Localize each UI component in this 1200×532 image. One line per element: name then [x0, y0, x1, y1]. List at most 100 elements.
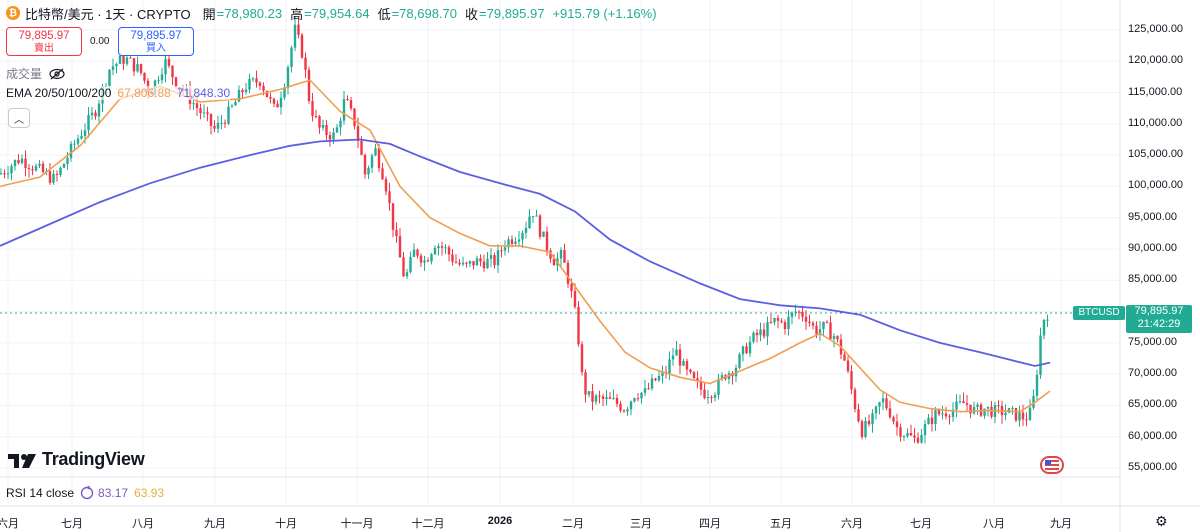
candle-body — [433, 248, 437, 255]
buy-label: 買入 — [146, 43, 166, 54]
candle-body — [220, 122, 223, 124]
candle-body — [73, 143, 76, 145]
volume-indicator[interactable]: 成交量 — [6, 65, 66, 82]
candle-body — [209, 113, 213, 126]
candle-body — [276, 103, 279, 108]
candle-body — [930, 417, 934, 425]
tradingview-logo[interactable]: TradingView — [8, 449, 145, 470]
time-axis-label: 八月 — [132, 518, 154, 530]
ema-value-1: 67,806.88 — [117, 86, 171, 100]
candle-body — [759, 329, 762, 336]
candle-body — [38, 163, 41, 166]
candle-body — [797, 311, 801, 313]
candle-body — [416, 249, 419, 256]
candle-body — [430, 254, 433, 262]
candle-body — [836, 336, 839, 340]
candle-body — [391, 203, 395, 230]
candle-body — [811, 323, 815, 326]
candle-body — [825, 321, 829, 323]
candle-body — [958, 401, 962, 403]
collapse-legend-button[interactable]: ︿ — [8, 108, 30, 128]
time-axis-label: 九月 — [1050, 518, 1072, 530]
symbol-header[interactable]: ₿ 比特幣/美元 · 1天 · CRYPTO 開 =78,980.23 高 =7… — [6, 4, 665, 22]
candle-body — [997, 405, 1000, 407]
sell-price: 79,895.97 — [18, 30, 70, 42]
candle-body — [346, 99, 349, 101]
candle-body — [426, 260, 430, 262]
candle-body — [801, 311, 804, 317]
candle-body — [867, 420, 871, 425]
close-value: =79,895.97 — [479, 5, 545, 21]
high-value: =79,954.64 — [304, 5, 370, 21]
candle-body — [307, 69, 311, 102]
candle-body — [339, 120, 342, 128]
candle-body — [976, 404, 979, 408]
candle-body — [545, 231, 549, 251]
candle-body — [20, 158, 24, 164]
buy-button[interactable]: 79,895.97 買入 — [118, 27, 194, 56]
candle-body — [696, 378, 699, 382]
candle-body — [895, 421, 899, 428]
candle-body — [972, 407, 976, 414]
candle-body — [314, 116, 318, 118]
time-axis-label: 三月 — [630, 518, 652, 530]
us-flag-icon[interactable] — [1040, 456, 1064, 474]
candle-body — [678, 349, 682, 366]
candle-body — [297, 24, 300, 35]
time-axis-label: 十月 — [275, 518, 297, 530]
candle-body — [692, 372, 696, 379]
candle-body — [468, 261, 472, 264]
candle-body — [906, 433, 909, 437]
candle-body — [899, 427, 902, 437]
candle-body — [920, 435, 923, 443]
candle-body — [353, 108, 356, 127]
refresh-icon[interactable] — [80, 486, 94, 500]
candle-body — [3, 173, 6, 175]
candle-body — [955, 401, 958, 410]
candle-body — [748, 341, 752, 354]
chart-grid — [0, 0, 1120, 506]
change-value: +915.79 (+1.16%) — [552, 5, 657, 21]
price-axis-label: 85,000.00 — [1128, 273, 1177, 286]
candle-body — [622, 410, 626, 412]
candle-body — [1042, 319, 1046, 336]
candle-body — [486, 258, 489, 269]
candle-body — [871, 413, 874, 425]
rsi-legend[interactable]: RSI 14 close 83.17 63.93 — [6, 486, 164, 500]
candle-body — [706, 397, 710, 399]
candle-body — [83, 130, 87, 137]
candle-body — [472, 261, 475, 266]
candle-body — [822, 321, 825, 330]
candle-body — [227, 106, 230, 124]
candle-body — [269, 96, 272, 99]
candle-body — [843, 354, 846, 361]
candle-body — [629, 401, 633, 410]
eye-hidden-icon[interactable] — [48, 67, 66, 81]
candle-body — [244, 89, 248, 93]
ema-legend[interactable]: EMA 20/50/100/200 67,806.88 71,848.30 — [6, 86, 231, 100]
candle-body — [318, 116, 321, 128]
symbol-title[interactable]: 比特幣/美元 · 1天 · CRYPTO — [25, 6, 191, 22]
candle-body — [262, 85, 265, 91]
candle-body — [528, 216, 531, 228]
candle-body — [496, 250, 500, 266]
candle-body — [370, 155, 374, 168]
candle-body — [192, 103, 195, 105]
settings-gear-icon[interactable]: ⚙ — [1155, 513, 1168, 529]
candle-body — [255, 78, 258, 83]
candle-body — [251, 78, 255, 80]
candle-body — [654, 378, 657, 381]
candle-body — [286, 67, 290, 89]
sell-button[interactable]: 79,895.97 賣出 — [6, 27, 82, 56]
candle-body — [489, 255, 493, 259]
candle-body — [549, 250, 552, 259]
candle-body — [790, 312, 794, 317]
spread-value: 0.00 — [90, 36, 110, 47]
candle-body — [650, 378, 654, 389]
candle-body — [535, 215, 538, 217]
candle-body — [398, 236, 402, 258]
candle-body — [1032, 395, 1035, 408]
candle-body — [570, 283, 573, 292]
candle-body — [853, 389, 857, 410]
